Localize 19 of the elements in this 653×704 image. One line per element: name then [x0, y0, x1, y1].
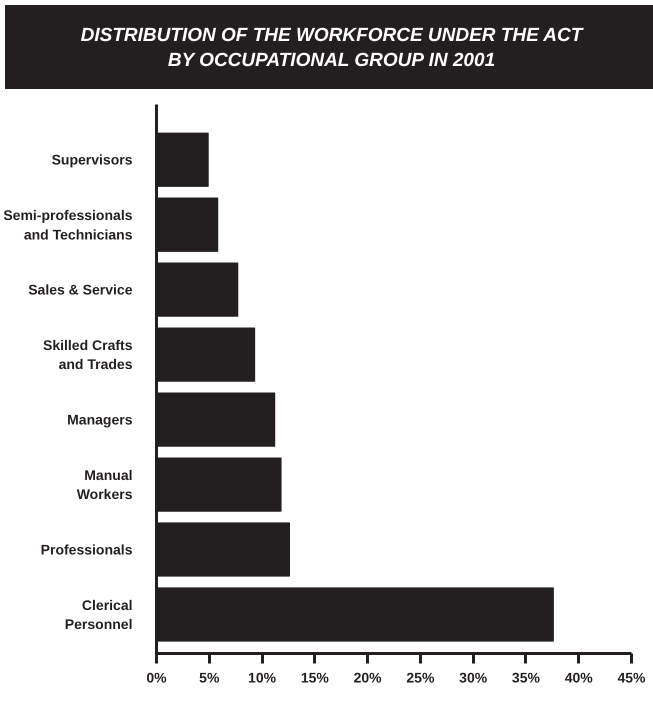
y-tick-label: Professionals — [40, 542, 133, 558]
x-tick-label: 30% — [459, 670, 488, 686]
y-tick-label: Supervisors — [52, 152, 133, 168]
y-tick-label: Skilled Crafts and Trades — [43, 337, 133, 372]
y-tick-label: Semi-professionals and Technicians — [3, 207, 133, 242]
y-tick-label: Manual Workers — [76, 466, 133, 502]
x-tick-label: 20% — [354, 670, 382, 686]
x-tick-label: 15% — [300, 670, 330, 686]
chart-title: DISTRIBUTION OF THE WORKFORCE UNDER THE ACT BY OCCUPATIONAL GROUP IN 2001 — [80, 24, 582, 73]
x-tick-label: 0% — [146, 670, 168, 686]
x-tick-label: 35% — [512, 670, 541, 686]
x-tick-label: 5% — [199, 670, 220, 686]
x-tick-label: 45% — [617, 670, 646, 686]
x-tick-label: 25% — [406, 670, 435, 686]
y-tick-label: Sales & Service — [28, 282, 133, 298]
x-tick-label: 10% — [248, 670, 277, 686]
y-tick-label: Managers — [67, 412, 133, 428]
x-tick-label: 40% — [564, 670, 594, 686]
y-tick-label: Clerical Personnel — [64, 596, 133, 632]
